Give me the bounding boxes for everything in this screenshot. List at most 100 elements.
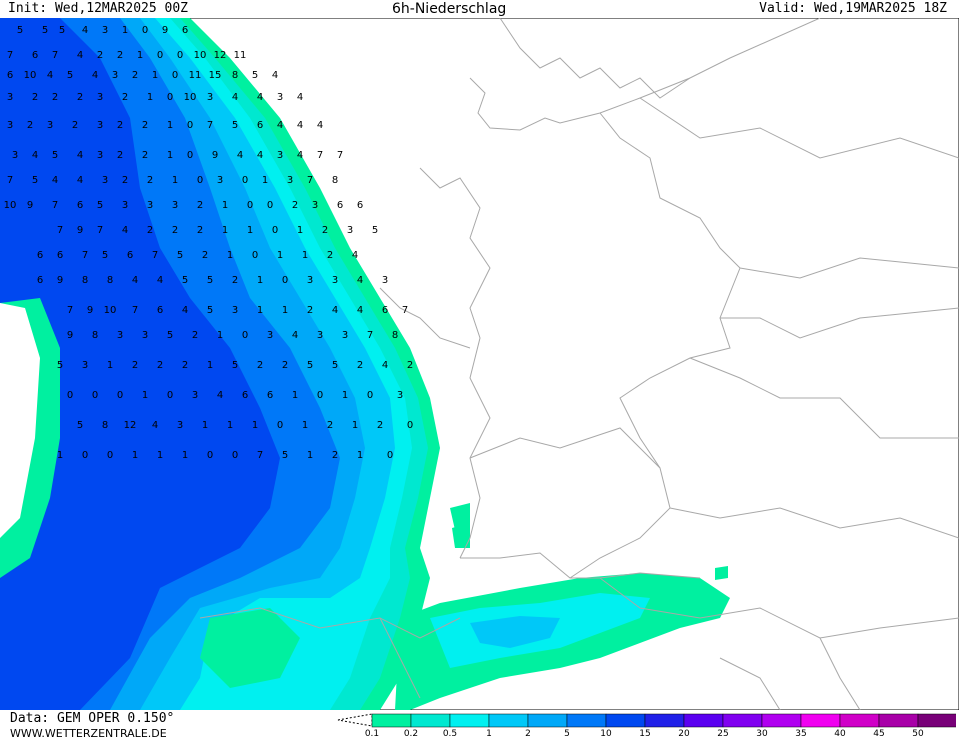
precip-value: 1 [307,450,313,461]
precip-value: 3 [332,275,338,286]
precip-value: 6 [37,250,43,261]
legend-swatches [371,713,956,728]
precip-value: 4 [352,250,358,261]
precip-value: 2 [332,450,338,461]
precip-value: 7 [82,250,88,261]
precip-value: 3 [82,360,88,371]
precip-value: 0 [107,450,113,461]
precip-value: 4 [232,92,238,103]
precip-value: 1 [172,175,178,186]
precip-value: 3 [177,420,183,431]
precip-value: 8 [332,175,338,186]
precip-value: 2 [117,120,123,131]
precip-value: 1 [302,420,308,431]
precip-value: 7 [67,305,73,316]
precip-value: 7 [52,50,58,61]
precip-value: 6 [37,275,43,286]
precip-value: 1 [142,390,148,401]
precip-value: 2 [257,360,263,371]
precip-value: 8 [82,275,88,286]
precip-value: 6 [337,200,343,211]
data-source-label: Data: GEM OPER 0.150° [10,711,175,726]
precip-value: 5 [307,360,313,371]
precip-area [452,523,470,548]
precip-value: 0 [67,390,73,401]
legend-swatch [761,713,802,728]
precip-area [715,566,728,580]
precip-value: 4 [277,120,283,131]
precip-value: 1 [282,305,288,316]
precip-value: 1 [252,420,258,431]
precip-value: 9 [162,25,168,36]
precip-value: 7 [52,200,58,211]
precip-value: 5 [182,275,188,286]
precip-value-labels: 5 5 5 4 3 1 0 9 67 6 7 4 2 2 1 0 0 10 12 116 10 4 5 4 3 2 1 0 11 15 8 5… [4,25,414,461]
precip-value: 9 [27,200,33,211]
precip-value: 4 [257,150,263,161]
precip-value: 3 [172,200,178,211]
legend-level-label: 0.5 [442,729,458,739]
precip-value: 5 [252,70,258,81]
legend-swatch [488,713,529,728]
precip-value: 2 [97,50,103,61]
precip-value: 4 [52,175,58,186]
legend-swatch [449,713,490,728]
precip-value: 1 [342,390,348,401]
precip-value: 7 [152,250,158,261]
precip-value: 2 [157,360,163,371]
precip-value: 5 [207,275,213,286]
precip-value: 2 [117,150,123,161]
precip-value: 2 [407,360,413,371]
precip-value: 3 [102,25,108,36]
precip-value: 4 [157,275,163,286]
precip-value: 1 [262,175,268,186]
precip-value: 1 [247,225,253,236]
precip-value: 8 [102,420,108,431]
precip-value: 7 [337,150,343,161]
precip-value: 4 [47,70,53,81]
precip-value: 2 [122,175,128,186]
precip-value: 5 [102,250,108,261]
precip-value: 9 [67,330,73,341]
precip-value: 1 [207,360,213,371]
precip-value: 4 [77,150,83,161]
precip-value: 3 [307,275,313,286]
precip-value: 4 [382,360,388,371]
precip-value: 1 [202,420,208,431]
precip-value: 5 [282,450,288,461]
precip-value: 2 [377,420,383,431]
precip-value: 10 [104,305,117,316]
precip-value: 0 [187,150,193,161]
legend-swatch [800,713,841,728]
precip-value: 4 [217,390,223,401]
precip-value: 3 [97,92,103,103]
precip-value: 1 [167,150,173,161]
precip-value: 4 [317,120,323,131]
precip-value: 2 [202,250,208,261]
precip-value: 5 [52,150,58,161]
precip-value: 9 [212,150,218,161]
precip-value: 2 [117,50,123,61]
legend-swatch [605,713,646,728]
precip-value: 1 [227,420,233,431]
precip-value: 0 [247,200,253,211]
precip-value: 1 [302,250,308,261]
precip-value: 0 [232,450,238,461]
precip-value: 4 [82,25,88,36]
precip-value: 6 [242,390,248,401]
precip-value: 3 [192,390,198,401]
precip-value: 4 [292,330,298,341]
precip-value: 3 [207,92,213,103]
precip-value: 1 [222,200,228,211]
precip-value: 5 [32,175,38,186]
precip-value: 3 [7,92,13,103]
precip-area [0,18,280,710]
precip-value: 5 [97,200,103,211]
precip-value: 0 [117,390,123,401]
precip-value: 3 [232,305,238,316]
precip-value: 6 [382,305,388,316]
precip-value: 6 [182,25,188,36]
precip-value: 7 [367,330,373,341]
precip-value: 10 [4,200,17,211]
precip-value: 1 [152,70,158,81]
